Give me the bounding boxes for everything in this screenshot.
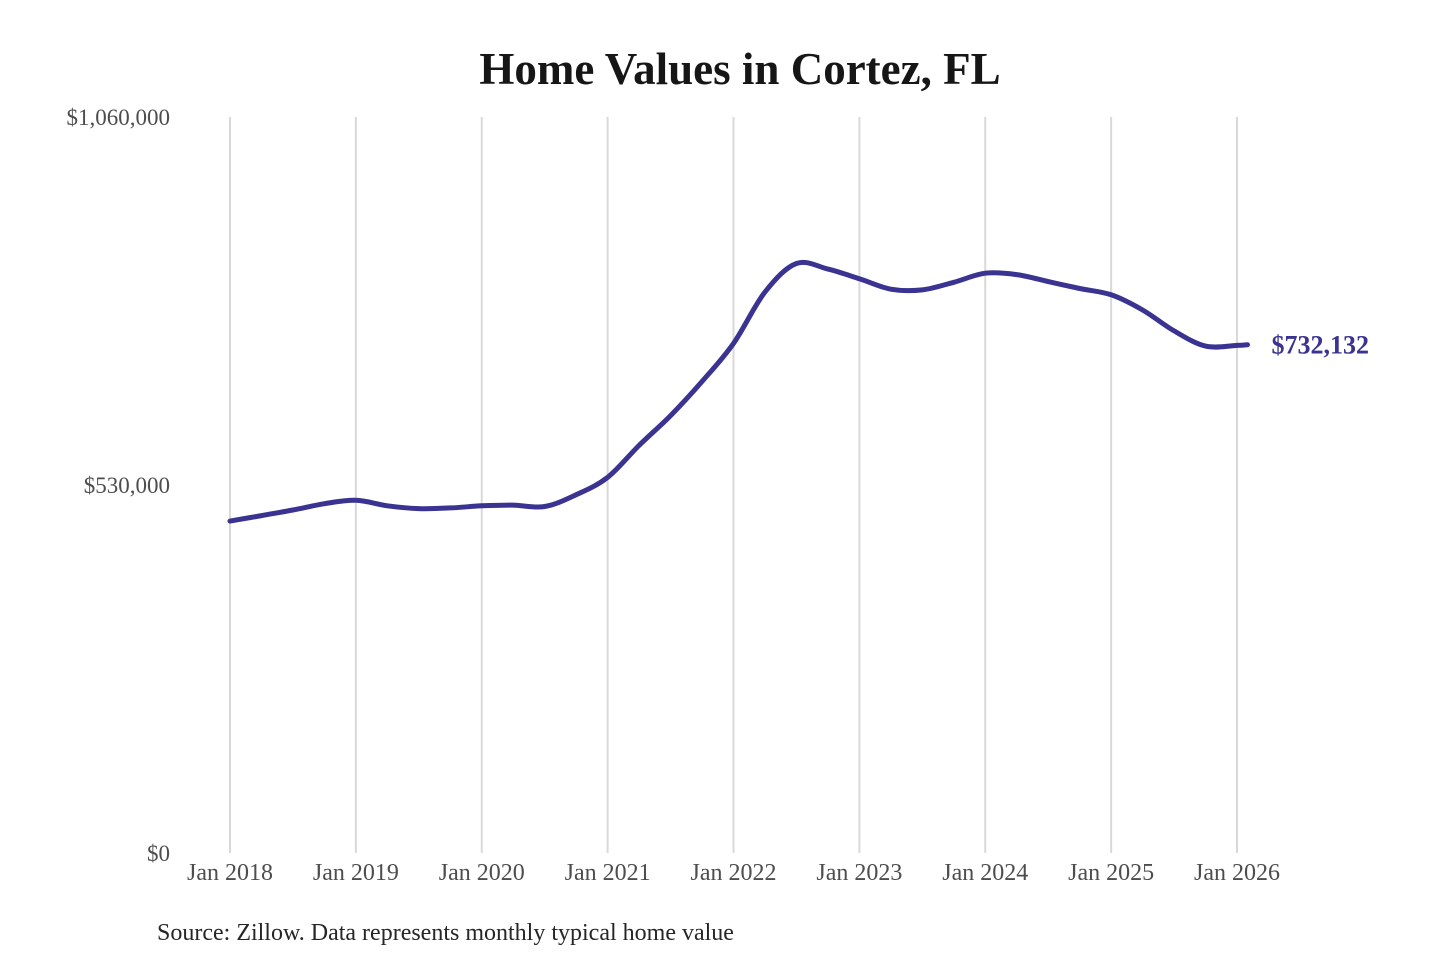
x-tick-label: Jan 2024 <box>942 860 1028 886</box>
x-tick-label: Jan 2025 <box>1068 860 1154 886</box>
chart-title: Home Values in Cortez, FL <box>479 44 1000 94</box>
x-tick-label: Jan 2026 <box>1194 860 1280 886</box>
x-tick-label: Jan 2020 <box>439 860 525 886</box>
latest-value-label: $732,132 <box>1272 331 1370 360</box>
x-tick-label: Jan 2022 <box>691 860 777 886</box>
y-tick-label: $530,000 <box>84 473 170 498</box>
x-tick-label: Jan 2018 <box>187 860 273 886</box>
home-value-series-line <box>227 259 1250 524</box>
x-tick-label: Jan 2021 <box>565 860 651 886</box>
source-note: Source: Zillow. Data represents monthly … <box>157 920 734 946</box>
y-axis-tick-labels: $0 $530,000 $1,060,000 <box>67 105 171 866</box>
y-tick-label: $0 <box>147 841 170 866</box>
x-axis-tick-labels: Jan 2018 Jan 2019 Jan 2020 Jan 2021 Jan 2022… <box>187 860 1280 886</box>
y-tick-label: $1,060,000 <box>67 105 171 130</box>
x-tick-label: Jan 2023 <box>816 860 902 886</box>
x-tick-label: Jan 2019 <box>313 860 399 886</box>
gridlines <box>229 117 1238 853</box>
